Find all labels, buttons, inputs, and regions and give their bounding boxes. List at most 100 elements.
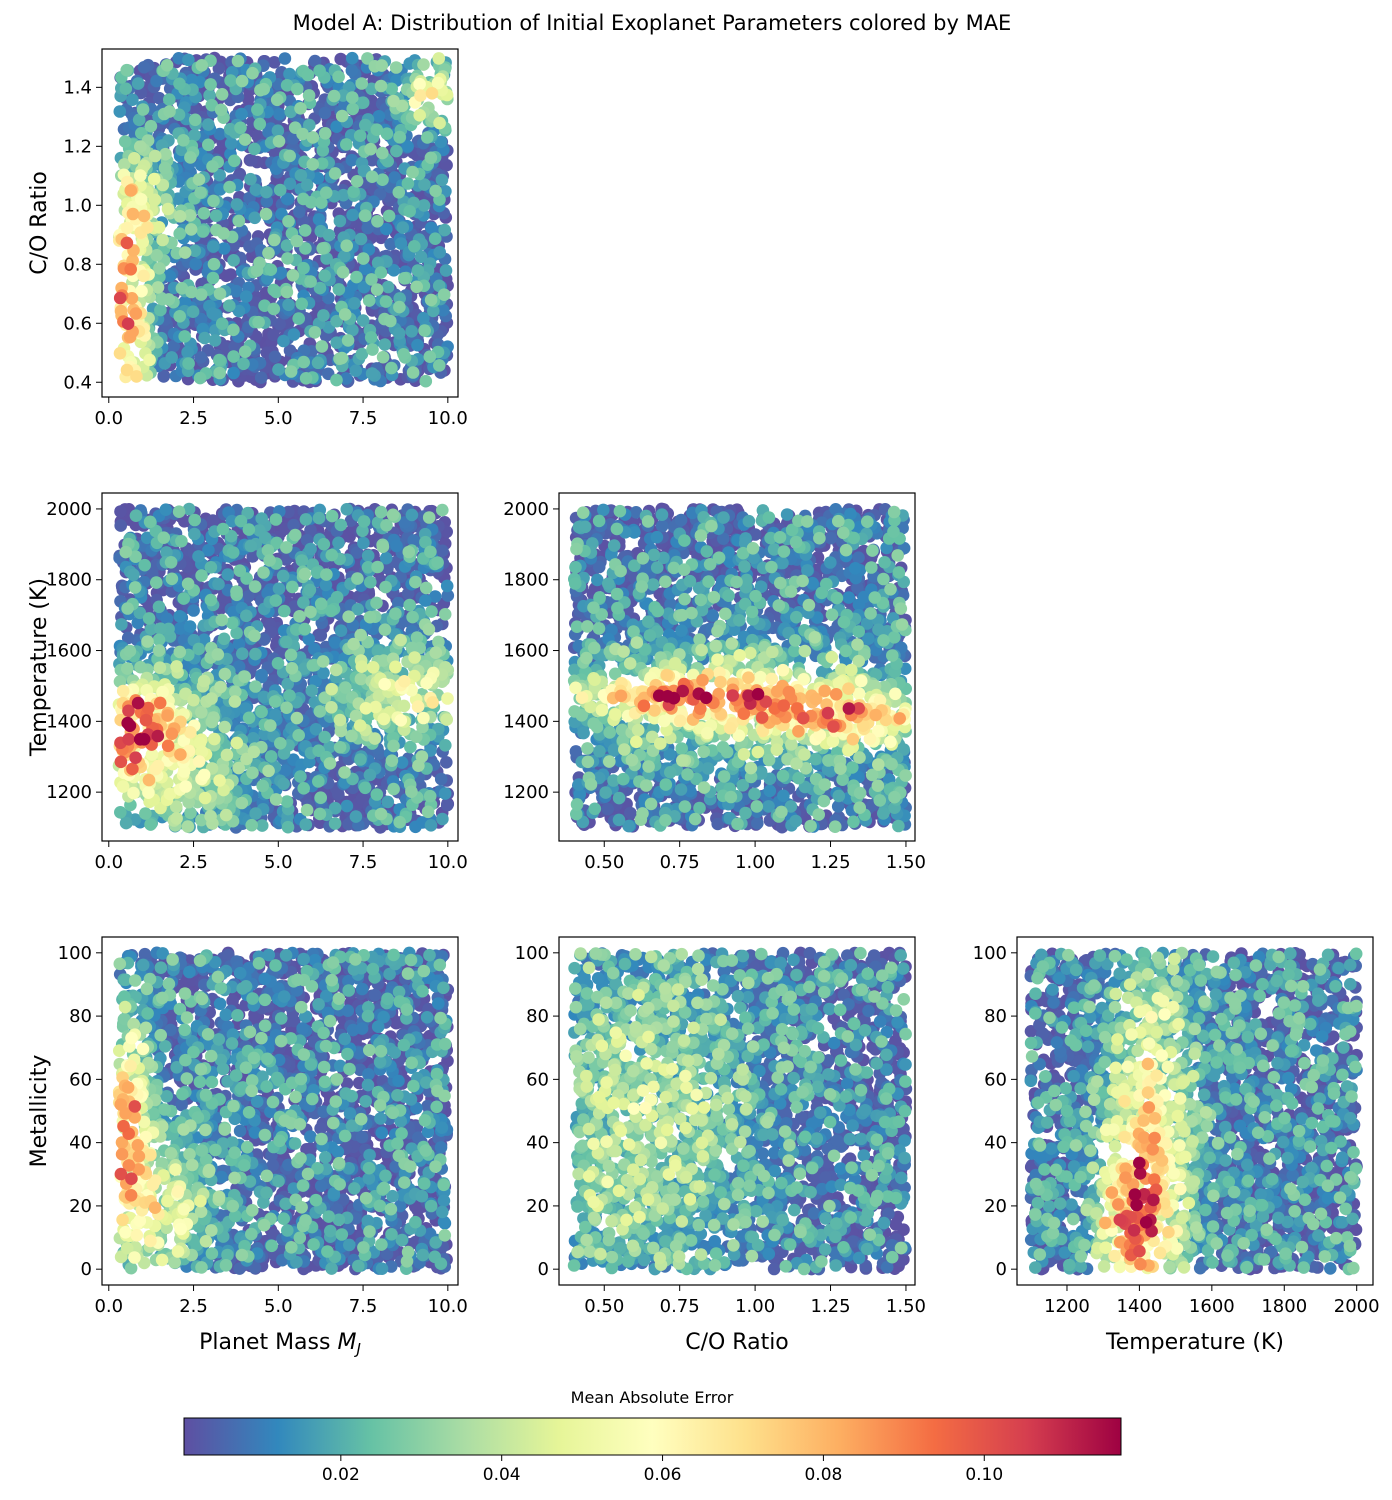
- data-point: [397, 699, 411, 713]
- data-point: [245, 153, 258, 167]
- data-point: [181, 346, 194, 359]
- data-point: [224, 137, 238, 150]
- data-point: [305, 684, 319, 697]
- data-point: [268, 56, 281, 69]
- data-point: [159, 193, 173, 206]
- data-point: [198, 791, 212, 805]
- data-point: [329, 663, 343, 677]
- data-point: [209, 209, 223, 222]
- data-point: [255, 512, 268, 525]
- data-point: [121, 662, 134, 675]
- y-axis-label: C/O Ratio: [27, 171, 52, 275]
- data-point: [217, 227, 230, 240]
- data-point: [269, 285, 283, 299]
- data-point: [370, 596, 383, 610]
- data-point: [350, 175, 364, 188]
- data-point: [346, 91, 359, 104]
- data-point: [255, 668, 268, 682]
- data-point: [269, 594, 283, 607]
- data-point: [125, 292, 139, 305]
- data-point: [140, 531, 154, 545]
- data-point: [281, 252, 294, 265]
- data-point: [134, 193, 148, 206]
- data-point: [156, 233, 169, 247]
- data-point: [405, 508, 419, 522]
- data-point: [159, 503, 173, 516]
- scatter-panel-mass-vs-co: 0.0 2.5 5.0 7.5 10.00.40.60.81.01.21.4C/O Ra…: [27, 48, 468, 429]
- data-point: [419, 535, 432, 549]
- data-point: [154, 303, 167, 317]
- data-point: [332, 70, 345, 84]
- data-point: [423, 350, 437, 364]
- data-point: [347, 185, 360, 199]
- data-point: [293, 610, 306, 623]
- data-point: [124, 184, 138, 197]
- data-point: [435, 173, 449, 187]
- data-point: [378, 338, 392, 351]
- data-point: [246, 766, 259, 780]
- data-point: [319, 578, 333, 592]
- data-point: [269, 513, 283, 526]
- data-point: [372, 689, 386, 703]
- data-point: [316, 242, 330, 255]
- data-point: [282, 505, 295, 519]
- data-point: [132, 113, 146, 127]
- data-point: [282, 298, 295, 312]
- scatter-panel-mass-vs-temperature: 0.0 2.5 5.0 7.5 10.012001400160018002000Temp…: [27, 492, 468, 873]
- data-point: [194, 186, 207, 199]
- data-point: [317, 309, 330, 322]
- data-point: [280, 79, 294, 92]
- data-point: [371, 256, 385, 270]
- data-point: [157, 531, 171, 544]
- data-point: [302, 89, 316, 102]
- data-point: [286, 269, 300, 282]
- data-point: [178, 330, 191, 343]
- data-point: [418, 324, 431, 337]
- data-point: [378, 677, 392, 691]
- data-point: [350, 270, 363, 284]
- data-point: [404, 740, 417, 754]
- data-point: [408, 240, 421, 253]
- data-point: [284, 365, 298, 378]
- data-point: [403, 205, 417, 218]
- data-point: [397, 348, 410, 361]
- data-point: [142, 612, 156, 625]
- data-point: [304, 523, 317, 537]
- data-point: [379, 580, 392, 594]
- data-point: [156, 685, 169, 699]
- data-point: [173, 645, 187, 659]
- data-point: [121, 602, 134, 615]
- data-point: [302, 632, 316, 646]
- data-point: [141, 221, 154, 234]
- data-point: [384, 237, 397, 251]
- data-point: [227, 366, 240, 380]
- data-point: [214, 103, 228, 117]
- data-point: [188, 513, 201, 527]
- data-point: [196, 225, 210, 238]
- data-point: [269, 708, 282, 722]
- data-point: [380, 519, 393, 532]
- data-point: [270, 93, 284, 107]
- data-point: [328, 167, 342, 180]
- data-point: [114, 304, 128, 318]
- data-point: [370, 788, 384, 801]
- data-point: [381, 795, 395, 809]
- data-point: [345, 153, 359, 167]
- data-point: [325, 548, 339, 562]
- data-point: [357, 280, 371, 294]
- data-point: [114, 806, 127, 819]
- data-point: [300, 803, 314, 817]
- data-point: [359, 262, 372, 276]
- data-point: [238, 345, 252, 359]
- data-point: [188, 244, 202, 258]
- data-point: [315, 340, 329, 353]
- data-point: [419, 594, 432, 607]
- data-point: [249, 183, 263, 196]
- data-point: [374, 266, 388, 279]
- data-point: [332, 787, 345, 801]
- data-point: [204, 809, 217, 823]
- data-point: [371, 215, 384, 228]
- data-point: [119, 82, 133, 95]
- data-point: [398, 675, 411, 688]
- data-point: [382, 209, 396, 223]
